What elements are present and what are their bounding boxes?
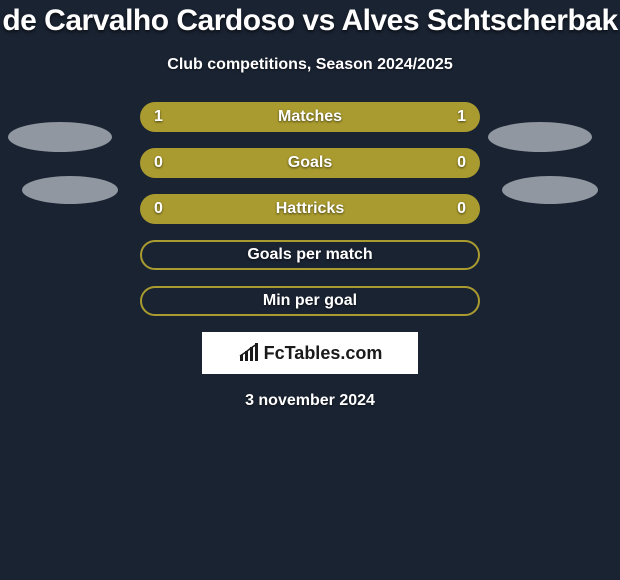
stat-value-left: 1 [154,108,163,126]
bar-chart-icon [238,343,260,363]
stat-bar: Goals per match [140,240,480,270]
stat-label: Hattricks [140,200,480,218]
player-placeholder-ellipse [22,176,118,204]
stat-label: Min per goal [142,292,478,310]
stat-value-right: 1 [457,108,466,126]
stat-bar: Hattricks0 0 [140,194,480,224]
stat-label: Matches [140,108,480,126]
stat-row: Goals per match [0,240,620,270]
stat-bar: Goals0 0 [140,148,480,178]
season-subtitle: Club competitions, Season 2024/2025 [0,56,620,74]
fctables-logo-text: FcTables.com [264,343,383,364]
stat-label: Goals per match [142,246,478,264]
stat-bar: Matches1 1 [140,102,480,132]
fctables-logo-box: FcTables.com [202,332,418,374]
stat-row: Min per goal [0,286,620,316]
player-placeholder-ellipse [502,176,598,204]
stat-value-left: 0 [154,154,163,172]
stat-value-right: 0 [457,154,466,172]
stat-row: Goals0 0 [0,148,620,178]
comparison-title: de Carvalho Cardoso vs Alves Schtscherba… [0,0,620,38]
player-placeholder-ellipse [8,122,112,152]
stat-value-right: 0 [457,200,466,218]
snapshot-date: 3 november 2024 [0,392,620,410]
stat-label: Goals [140,154,480,172]
stat-value-left: 0 [154,200,163,218]
stat-bar: Min per goal [140,286,480,316]
player-placeholder-ellipse [488,122,592,152]
